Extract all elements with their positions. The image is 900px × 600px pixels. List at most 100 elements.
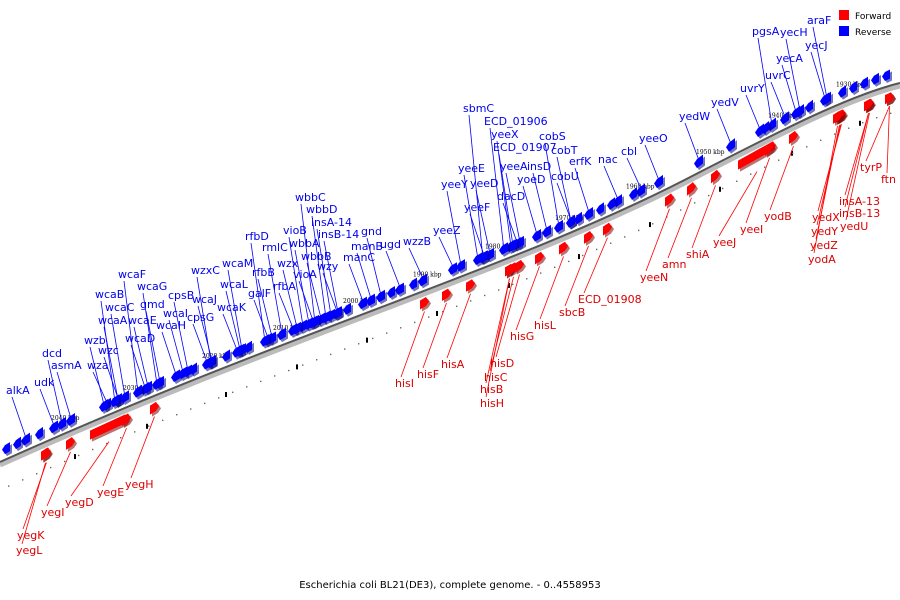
gene-label-udk[interactable]: udk xyxy=(34,376,55,389)
gene-block[interactable] xyxy=(882,69,890,82)
gene-label-cobU[interactable]: cobU xyxy=(551,170,579,183)
gene-block[interactable] xyxy=(387,286,395,299)
gene-yegH[interactable] xyxy=(150,401,159,415)
gene-block[interactable] xyxy=(343,302,351,315)
gene-label-yecJ[interactable]: yecJ xyxy=(805,39,828,52)
gene-label-hisC[interactable]: hisC xyxy=(484,371,508,384)
gene-ECD_01907[interactable] xyxy=(508,238,517,252)
gene-hisA[interactable] xyxy=(466,279,475,292)
gene-yedW[interactable] xyxy=(694,154,703,169)
gene-manB[interactable] xyxy=(366,293,375,307)
gene-label-yegH[interactable]: yegH xyxy=(125,478,154,491)
gene-label-ECD_01908[interactable]: ECD_01908 xyxy=(578,293,642,306)
gene-label-wcaA[interactable]: wcaA xyxy=(98,314,128,327)
gene-label-erfK[interactable]: erfK xyxy=(569,155,592,168)
gene-wcaH[interactable] xyxy=(171,369,180,383)
gene-label-gnd[interactable]: gnd xyxy=(361,225,382,238)
gene-label-hisB[interactable]: hisB xyxy=(480,383,503,396)
gene-yegD[interactable] xyxy=(90,414,128,440)
gene-yegK[interactable] xyxy=(42,447,51,461)
gene-label-wcaB[interactable]: wcaB xyxy=(95,288,124,301)
gene-label-yoeD[interactable]: yoeD xyxy=(517,173,545,186)
gene-label-yeeD[interactable]: yeeD xyxy=(470,177,499,190)
gene-label-yedY[interactable]: yedY xyxy=(811,225,838,238)
gene-asmA[interactable] xyxy=(66,413,75,426)
gene-cobT[interactable] xyxy=(566,214,575,228)
gene-yoeD[interactable] xyxy=(532,228,541,242)
gene-wbbD[interactable] xyxy=(321,310,330,324)
gene-araF[interactable] xyxy=(822,91,831,105)
gene-label-uvrC[interactable]: uvrC xyxy=(765,69,791,82)
gene-gnd[interactable] xyxy=(376,289,385,303)
gene-yeeY[interactable] xyxy=(456,259,465,272)
gene-label-wzx[interactable]: wzx xyxy=(277,257,299,270)
gene-block[interactable] xyxy=(838,85,846,98)
gene-label-pgsA[interactable]: pgsA xyxy=(752,25,780,38)
gene-label-yeeX[interactable]: yeeX xyxy=(491,128,519,141)
gene-label-insB-14[interactable]: insB-14 xyxy=(318,228,359,241)
gene-label-ugd[interactable]: ugd xyxy=(380,238,401,251)
gene-label-yegL[interactable]: yegL xyxy=(16,544,43,557)
gene-label-dacD[interactable]: dacD xyxy=(497,190,525,203)
gene-label-wcaE[interactable]: wcaE xyxy=(128,314,157,327)
gene-block[interactable] xyxy=(805,99,813,113)
gene-label-yeeI[interactable]: yeeI xyxy=(740,223,763,236)
gene-yeeO[interactable] xyxy=(654,174,663,189)
gene-label-yedU[interactable]: yedU xyxy=(840,220,868,233)
gene-hisL[interactable] xyxy=(559,241,568,255)
gene-uvrC[interactable] xyxy=(780,111,789,125)
gene-label-wzzB[interactable]: wzzB xyxy=(403,235,431,248)
gene-label-wcaF[interactable]: wcaF xyxy=(118,268,146,281)
gene-rmlC[interactable] xyxy=(277,327,286,341)
gene-shiA[interactable] xyxy=(711,169,720,184)
gene-yodB[interactable] xyxy=(789,130,798,145)
gene-yecH[interactable] xyxy=(795,103,804,118)
gene-label-yedV[interactable]: yedV xyxy=(711,96,739,109)
gene-label-yeeE[interactable]: yeeE xyxy=(458,162,485,175)
gene-label-galF[interactable]: galF xyxy=(248,287,271,300)
gene-block[interactable] xyxy=(244,340,252,353)
gene-label-yodB[interactable]: yodB xyxy=(764,210,792,223)
gene-cobS[interactable] xyxy=(554,219,563,233)
gene-yodA[interactable] xyxy=(833,110,842,124)
gene-label-insA-14[interactable]: insA-14 xyxy=(311,216,352,229)
gene-yeeE[interactable] xyxy=(473,252,482,266)
gene-label-vioB[interactable]: vioB xyxy=(283,224,307,237)
gene-label-uvrY[interactable]: uvrY xyxy=(740,82,765,95)
gene-label-rmlC[interactable]: rmlC xyxy=(262,241,288,254)
gene-label-wcaD[interactable]: wcaD xyxy=(125,332,155,345)
gene-label-manB[interactable]: manB xyxy=(351,240,383,253)
gene-label-wcaG[interactable]: wcaG xyxy=(137,280,167,293)
gene-label-hisA[interactable]: hisA xyxy=(441,358,465,371)
gene-label-yedW[interactable]: yedW xyxy=(679,110,710,123)
gene-udk[interactable] xyxy=(49,420,58,434)
gene-label-hisD[interactable]: hisD xyxy=(490,357,514,370)
gene-hisD[interactable] xyxy=(515,259,524,273)
gene-label-wcaH[interactable]: wcaH xyxy=(156,319,186,332)
gene-wcaE[interactable] xyxy=(143,380,152,394)
gene-uvrY[interactable] xyxy=(755,123,764,137)
gene-label-yodA[interactable]: yodA xyxy=(808,253,836,266)
gene-label-wzb[interactable]: wzb xyxy=(84,334,106,347)
gene-block[interactable] xyxy=(222,349,230,362)
gene-amn[interactable] xyxy=(687,182,696,196)
gene-label-alkA[interactable]: alkA xyxy=(6,384,30,397)
gene-label-wcaK[interactable]: wcaK xyxy=(217,301,247,314)
gene-label-wcaC[interactable]: wcaC xyxy=(105,301,135,314)
gene-label-amn[interactable]: amn xyxy=(662,258,686,271)
gene-label-cbl[interactable]: cbl xyxy=(621,145,637,158)
gene-block[interactable] xyxy=(2,442,10,455)
gene-label-wbbD[interactable]: wbbD xyxy=(306,203,337,216)
gene-label-sbcB[interactable]: sbcB xyxy=(559,306,585,319)
gene-label-sbmC[interactable]: sbmC xyxy=(463,102,494,115)
gene-label-yecH[interactable]: yecH xyxy=(780,26,808,39)
gene-label-yecA[interactable]: yecA xyxy=(776,52,803,65)
gene-yeeZ[interactable] xyxy=(448,262,457,275)
gene-yegE[interactable] xyxy=(122,413,131,427)
gene-block[interactable] xyxy=(761,120,769,134)
gene-wcaF[interactable] xyxy=(133,384,142,398)
gene-label-wbbA[interactable]: wbbA xyxy=(289,237,320,250)
gene-cpsB[interactable] xyxy=(183,364,192,378)
gene-label-hisI[interactable]: hisI xyxy=(395,377,414,390)
gene-label-yegK[interactable]: yegK xyxy=(17,529,45,542)
